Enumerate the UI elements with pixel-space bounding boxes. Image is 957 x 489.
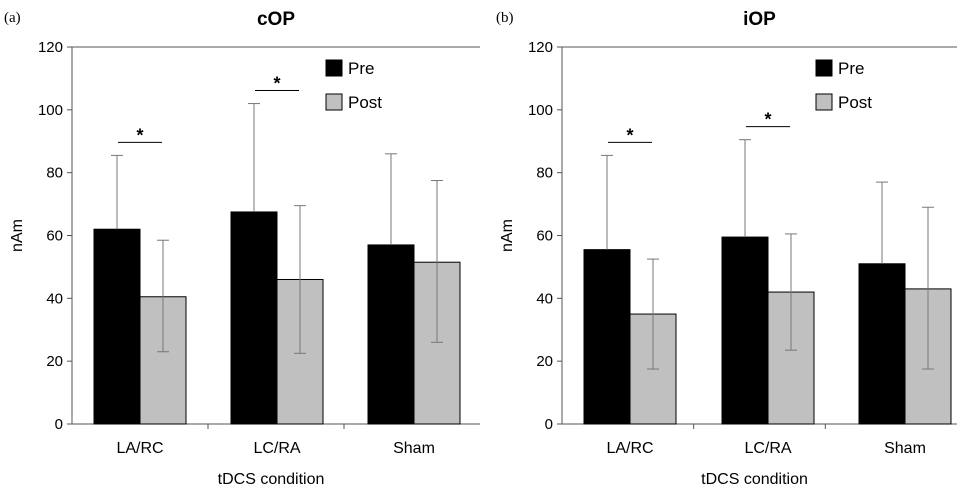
bar-pre-la-rc (583, 249, 631, 425)
y-tick-label: 60 (46, 228, 63, 245)
bar-pre-lc-ra (721, 236, 769, 425)
panel-label: (a) (4, 10, 21, 26)
chart-panel-2: (b) iOP 0 20 40 60 80 100 120 LA/RC LC/RA Sham * * tDC… (496, 9, 957, 488)
bar-pre-sham (858, 263, 906, 425)
y-tick-label: 20 (536, 353, 553, 370)
x-tick-label: LC/RA (253, 440, 300, 457)
bar-pre-lc-ra (230, 211, 278, 425)
y-tick-label: 80 (46, 165, 63, 182)
legend-swatch-post (815, 93, 833, 111)
y-tick-label: 100 (38, 102, 63, 119)
chart-panel-1: (a) cOP 0 20 40 60 80 100 120 LA/RC LC/RA Sham * * tDC… (4, 9, 480, 488)
y-axis-title: nAm (9, 219, 26, 252)
legend-swatch-post (325, 93, 343, 111)
x-tick-label: Sham (393, 440, 435, 457)
x-axis-title: tDCS condition (701, 471, 808, 488)
y-tick-label: 100 (528, 102, 553, 119)
bar-pre-sham (367, 244, 415, 425)
y-axis-title: nAm (499, 219, 516, 252)
y-tick-label: 80 (536, 165, 553, 182)
y-tick-label: 20 (46, 353, 63, 370)
y-tick-label: 120 (528, 39, 553, 56)
x-axis-title: tDCS condition (218, 471, 325, 488)
bar-pre-la-rc (93, 228, 141, 425)
bar-post-sham (413, 261, 461, 425)
legend-label-post: Post (348, 93, 382, 112)
x-tick-label: LC/RA (744, 440, 791, 457)
y-tick-label: 40 (536, 290, 553, 307)
legend-swatch-pre (325, 59, 343, 77)
x-tick-label: LA/RC (116, 440, 163, 457)
y-tick-label: 0 (55, 416, 63, 433)
bar-post-lc-ra (767, 291, 815, 425)
significance-star: * (764, 110, 771, 130)
significance-star: * (626, 125, 633, 145)
legend-swatch-pre (815, 59, 833, 77)
x-tick-label: LA/RC (606, 440, 653, 457)
legend-label-pre: Pre (838, 59, 864, 78)
y-tick-label: 120 (38, 39, 63, 56)
legend-label-post: Post (838, 93, 872, 112)
chart-title: iOP (743, 9, 776, 30)
chart-title: cOP (257, 9, 295, 30)
y-tick-label: 0 (545, 416, 553, 433)
y-tick-label: 40 (46, 290, 63, 307)
legend-label-pre: Pre (348, 59, 374, 78)
y-tick-label: 60 (536, 228, 553, 245)
significance-star: * (136, 125, 143, 145)
panel-label: (b) (496, 10, 514, 26)
significance-star: * (273, 74, 280, 94)
x-tick-label: Sham (884, 440, 926, 457)
